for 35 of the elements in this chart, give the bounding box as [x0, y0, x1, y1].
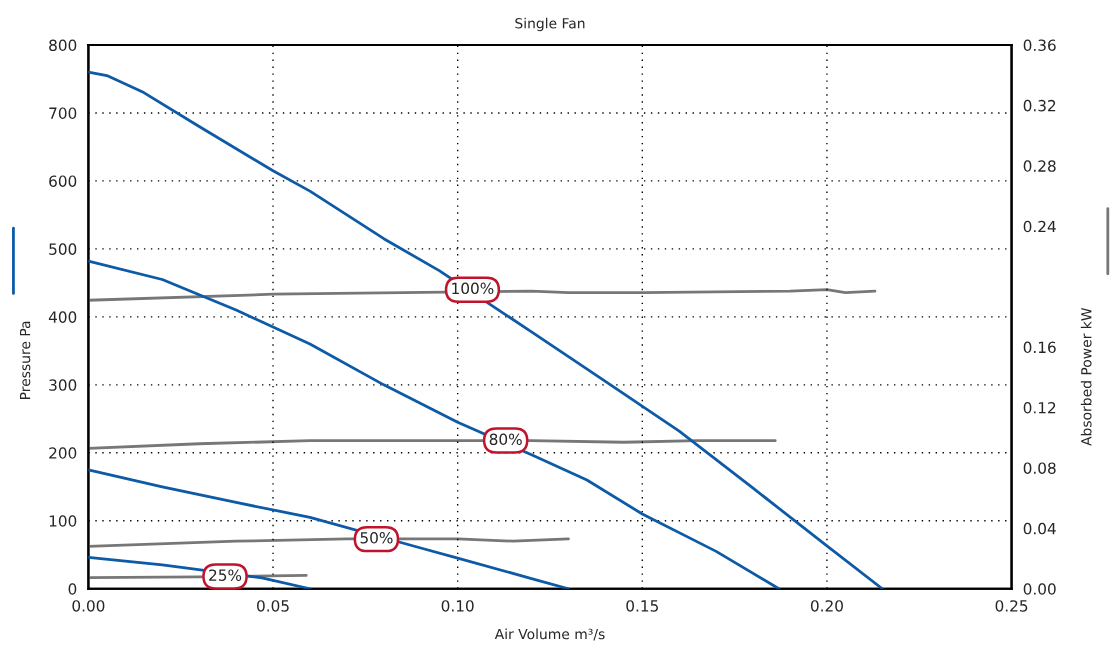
y2-tick-label: 0.08 [1023, 462, 1056, 474]
y-tick-label: 800 [49, 39, 77, 52]
annotation: 100% [452, 282, 494, 295]
y-tick-label: 100 [49, 515, 77, 527]
line-series [88, 468, 570, 589]
x-tick-label: 0.20 [810, 600, 843, 612]
y2-tick-label: 0.12 [1023, 401, 1056, 414]
y2-tick-label: 0.00 [1023, 583, 1056, 595]
y-axis-title: Pressure Pa [20, 321, 31, 399]
annotation: 25% [209, 569, 242, 581]
x-tick-label: 0.05 [257, 600, 289, 612]
y2-tick-label: 0.32 [1023, 99, 1056, 112]
y-tick-label: 600 [49, 175, 77, 187]
y-tick-label: 400 [48, 311, 77, 323]
y2-axis-title: Absorbed Power kW [1080, 307, 1092, 446]
annotation: 50% [360, 532, 393, 544]
x-axis-title: Air Volume m³/s [494, 628, 605, 641]
y-tick-label: 200 [49, 447, 77, 459]
y-tick-label: 500 [49, 243, 77, 255]
y2-tick-label: 0.28 [1023, 160, 1056, 172]
y-tick-label: 0 [68, 583, 77, 595]
x-tick-label: 0.00 [72, 600, 105, 612]
line-series [88, 70, 884, 589]
y-tick-label: 700 [49, 107, 77, 119]
y-tick-label: 300 [49, 379, 77, 391]
x-tick-label: 0.15 [626, 600, 658, 612]
x-tick-label: 0.25 [995, 600, 1028, 612]
annotation: 80% [489, 433, 522, 446]
y2-tick-label: 0.24 [1023, 220, 1056, 233]
y2-tick-label: 0.16 [1023, 341, 1056, 354]
chart-title: Single Fan [515, 17, 585, 32]
y2-tick-label: 0.36 [1023, 39, 1056, 52]
y2-tick-label: 0.04 [1023, 522, 1056, 535]
x-tick-label: 0.10 [441, 600, 474, 612]
line-series [88, 259, 781, 589]
